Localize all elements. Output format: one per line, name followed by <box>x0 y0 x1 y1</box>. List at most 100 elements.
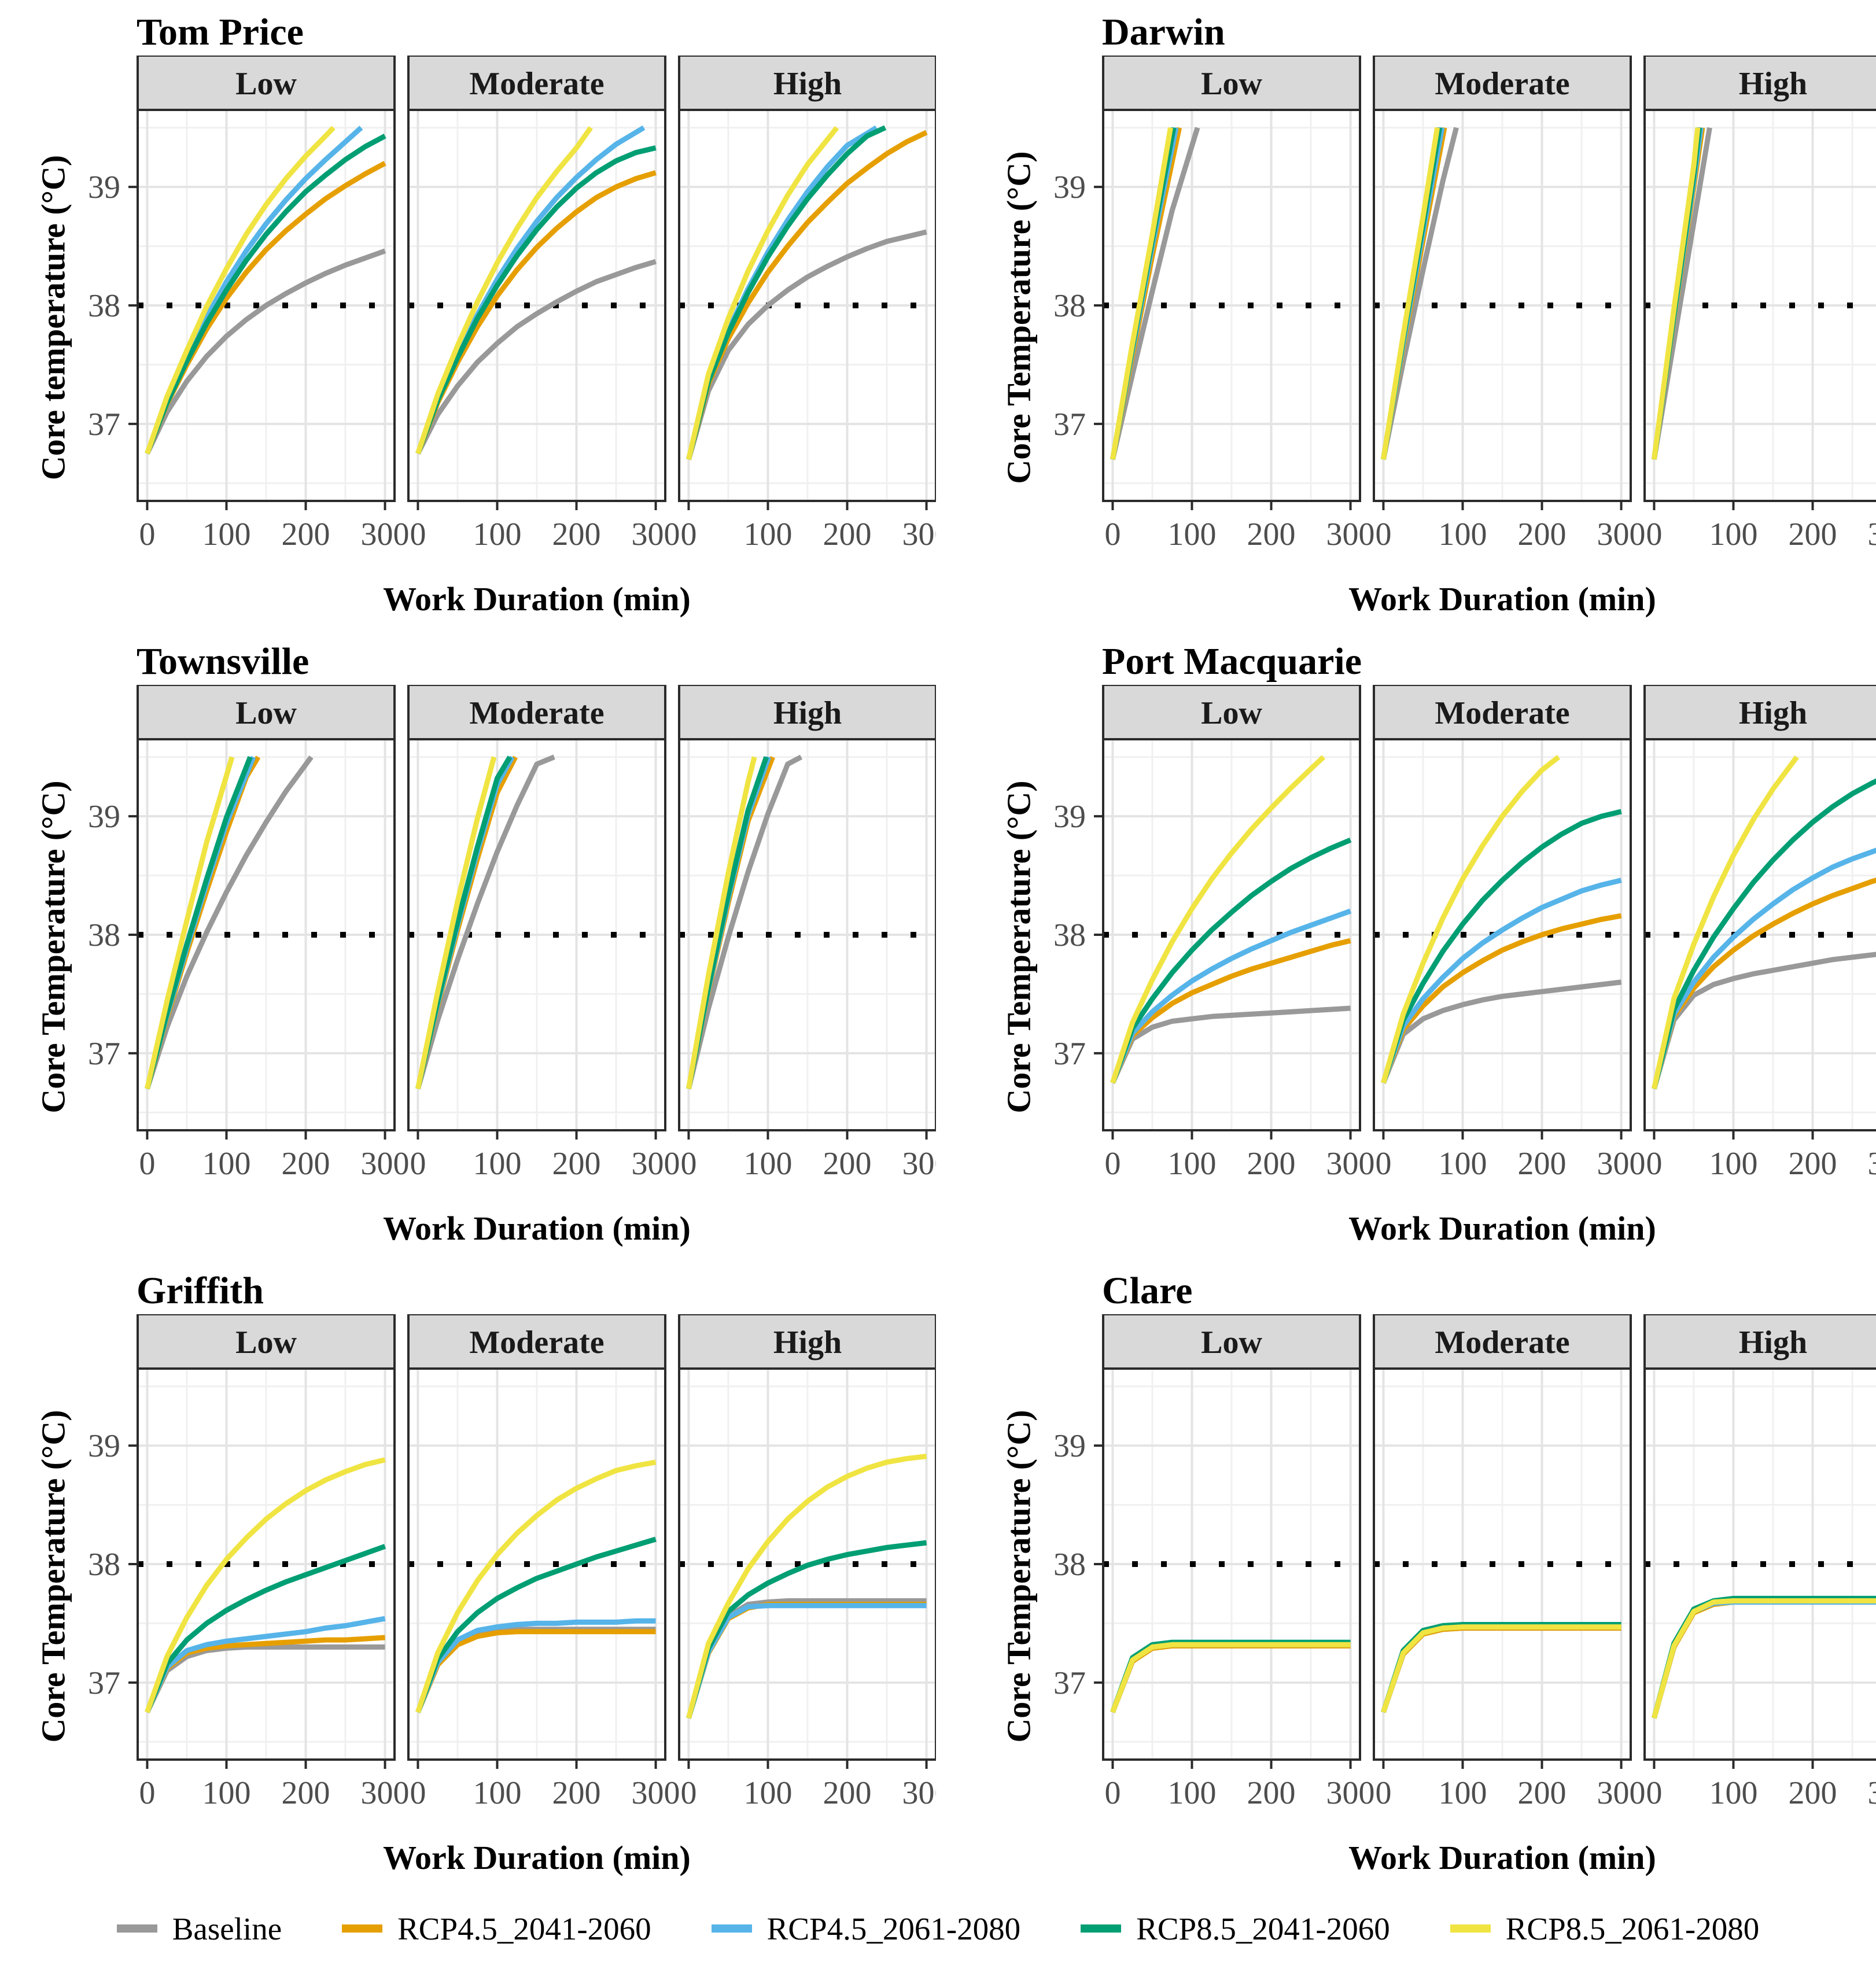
x-tick-label: 200 <box>1518 1775 1567 1811</box>
series-rcp85_2061 <box>145 126 336 455</box>
legend-key-swatch <box>342 1924 383 1933</box>
series-rcp85_2041 <box>686 125 887 460</box>
legend-label: RCP8.5_2041-2060 <box>1136 1911 1390 1946</box>
facet-strip-label: Moderate <box>1435 1325 1569 1360</box>
legend-key-swatch <box>711 1924 752 1933</box>
series-rcp85_2041 <box>145 134 386 455</box>
facet-strip <box>1643 56 1876 111</box>
series-rcp45_2061 <box>1652 847 1876 1090</box>
legend-key-swatch <box>116 1924 157 1933</box>
x-tick-label: 300 <box>1326 517 1375 552</box>
x-tick-label: 300 <box>1868 1146 1876 1182</box>
x-tick-label: 200 <box>1247 1775 1296 1811</box>
x-tick-label: 0 <box>1375 517 1391 552</box>
chart-title: Townsville <box>137 640 309 683</box>
x-tick-label: 0 <box>1375 1775 1391 1811</box>
series-rcp85_2061 <box>1651 127 1701 460</box>
chart-row: Core Temperature (°C) Low 0 100 200 300 37 38 3… <box>998 685 1876 1209</box>
facet-strip-label: Low <box>235 695 297 731</box>
x-tick-label: 0 <box>1104 1775 1121 1811</box>
x-tick-label: 300 <box>1597 1775 1646 1811</box>
legend: Baseline RCP4.5_2041-2060 RCP4.5_2061-20… <box>0 1888 1876 1969</box>
series-rcp85_2061 <box>415 756 497 1090</box>
facet-strip <box>137 56 396 111</box>
y-axis-label-text: Core Temperature (°C) <box>34 780 72 1113</box>
series-rcp85_2061 <box>1110 755 1326 1084</box>
facet-strip <box>1102 1314 1361 1370</box>
series-rcp85_2061 <box>1380 127 1440 460</box>
x-axis-label: Work Duration (min) <box>1348 580 1656 618</box>
series-rcp85_2061 <box>145 756 235 1090</box>
x-tick-label: 100 <box>1709 517 1757 552</box>
x-tick-label: 100 <box>743 1146 792 1182</box>
facet-strip-label: Moderate <box>469 695 604 731</box>
facet-strip <box>407 1314 666 1370</box>
series-rcp85_2061 <box>1381 755 1561 1084</box>
chart-row: Core Temperature (°C) Low 0 100 200 300 37 38 3… <box>998 56 1876 580</box>
series-rcp85_2061 <box>1110 127 1173 460</box>
legend-key-swatch <box>1081 1924 1122 1933</box>
facet-strip <box>1373 56 1632 111</box>
x-tick-label: 0 <box>410 517 426 552</box>
series-rcp85_2041 <box>145 1544 386 1713</box>
y-tick-label: 37 <box>1053 1036 1086 1072</box>
chart-svg: Low 0 100 200 300 37 38 39 Moderate 0 100 200 300 Hig… <box>88 1314 936 1811</box>
x-tick-label: 100 <box>1167 1146 1216 1182</box>
x-tick-label: 100 <box>1167 517 1216 552</box>
y-tick-label: 38 <box>88 917 120 953</box>
y-axis-label: Core Temperature (°C) <box>998 56 1040 580</box>
chart-title: Clare <box>1102 1270 1193 1312</box>
facet-strip-label: High <box>1739 66 1807 102</box>
x-tick-label: 100 <box>473 517 521 552</box>
x-tick-label: 100 <box>1438 1146 1487 1182</box>
x-tick-label: 0 <box>410 1775 426 1811</box>
chart-group-darwin: Darwin Core Temperature (°C) Low 0 100 200 3… <box>961 9 1876 620</box>
facet-strip-label: Low <box>1201 66 1262 102</box>
series-baseline <box>686 754 803 1090</box>
y-axis-label-text: Core Temperature (°C) <box>1000 780 1038 1113</box>
x-tick-label: 0 <box>1375 1146 1391 1182</box>
x-tick-label: 300 <box>1868 1775 1876 1811</box>
facet-strip <box>1102 56 1361 111</box>
facet-strip-label: Low <box>1201 1325 1262 1360</box>
x-tick-label: 100 <box>1438 517 1487 552</box>
series-rcp85_2061 <box>1652 755 1799 1090</box>
y-tick-label: 39 <box>88 1428 120 1464</box>
x-axis-label: Work Duration (min) <box>383 580 691 618</box>
series-rcp85_2061 <box>686 126 839 460</box>
x-tick-label: 200 <box>552 1146 601 1182</box>
series-rcp85_2041 <box>1381 809 1622 1084</box>
chart-group-clare: Clare Core Temperature (°C) Low 0 100 200 30… <box>961 1268 1876 1879</box>
facet-strip <box>1373 1314 1632 1370</box>
y-axis-label: Core Temperature (°C) <box>998 1314 1040 1838</box>
x-tick-label: 0 <box>1646 1775 1662 1811</box>
facet-strip <box>1643 1314 1876 1370</box>
y-axis-label-text: Core Temperature (°C) <box>1000 1410 1038 1743</box>
x-tick-label: 300 <box>632 1775 680 1811</box>
y-tick-label: 39 <box>88 799 120 835</box>
x-tick-label: 100 <box>473 1775 521 1811</box>
x-tick-label: 0 <box>680 517 696 552</box>
facet-strip-label: Low <box>235 1325 297 1360</box>
series-rcp85_2041 <box>415 145 657 455</box>
x-axis-label: Work Duration (min) <box>1348 1839 1656 1876</box>
facet-strip-label: High <box>773 695 842 731</box>
series-rcp85_2061 <box>1110 1642 1351 1713</box>
x-axis-label: Work Duration (min) <box>383 1210 691 1247</box>
series-rcp45_2041 <box>1652 877 1876 1090</box>
y-axis-label: Core Temperature (°C) <box>32 1314 74 1838</box>
facet-strip-label: Low <box>1201 695 1262 731</box>
facet-strip-label: High <box>1739 1325 1807 1360</box>
chart-svg: Low 0 100 200 300 37 38 39 Moderate 0 100 200 300 Hig… <box>88 685 936 1182</box>
series-baseline <box>1381 979 1622 1084</box>
x-tick-label: 300 <box>902 517 936 552</box>
series-rcp85_2061 <box>685 756 757 1090</box>
x-tick-label: 100 <box>1438 1775 1487 1811</box>
chart-row: Core Temperature (°C) Low 0 100 200 300 37 38 3… <box>998 1314 1876 1838</box>
series-rcp45_2061 <box>686 1603 927 1719</box>
x-tick-label: 100 <box>473 1146 521 1182</box>
x-tick-label: 0 <box>139 1146 155 1182</box>
legend-label: RCP8.5_2061-2080 <box>1505 1911 1760 1946</box>
series-baseline <box>415 754 555 1090</box>
series-rcp85_2061 <box>1652 1598 1876 1719</box>
